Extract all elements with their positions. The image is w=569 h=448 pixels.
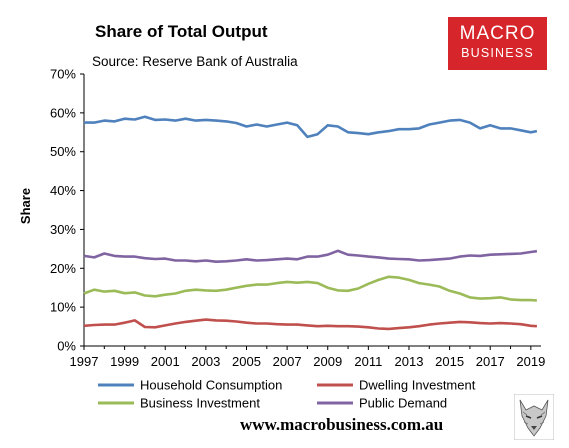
logo-line-2: BUSINESS [461,46,534,60]
chart-title: Share of Total Output [95,22,268,41]
x-tick-label: 2009 [313,354,342,369]
series-line-household-consumption [84,115,538,139]
x-tick-label: 2017 [476,354,505,369]
series-line-public-demand [83,249,538,263]
y-tick-label: 50% [50,144,76,159]
legend-label-dwelling-investment: Dwelling Investment [359,378,476,393]
footer-url: www.macrobusiness.com.au [240,415,444,434]
x-tick-label: 2011 [354,354,382,369]
chart-legend: Household Consumption Dwelling Investment… [98,378,476,411]
legend-label-public-demand: Public Demand [359,396,447,411]
x-tick-label: 1999 [110,354,139,369]
x-tick-label: 2007 [273,354,302,369]
y-tick-label: 10% [50,300,76,315]
macrobusiness-logo: MACRO BUSINESS [448,17,547,70]
series-line-dwelling-investment [83,318,537,331]
x-tick-label: 1997 [70,354,99,369]
wolf-logo-icon [514,394,554,440]
x-tick-label: 2015 [435,354,464,369]
x-tick-label: 2003 [191,354,220,369]
chart-source: Source: Reserve Bank of Australia [92,54,298,69]
y-tick-label: 0% [57,339,76,354]
series-line-business-investment [83,275,537,302]
chart-axes [80,73,541,350]
y-tick-label: 40% [50,183,76,198]
y-tick-label: 20% [50,261,76,276]
y-tick-label: 60% [50,105,76,120]
x-axis-tick-labels: 1997 1999 2001 2003 2005 2007 2009 2011 2013 2015… [70,354,546,369]
y-axis-tick-labels: 0% 10% 20% 30% 40% 50% 60% 70% [50,67,76,354]
y-tick-label: 70% [50,67,76,82]
chart-series [83,115,538,331]
legend-label-business-investment: Business Investment [140,396,260,411]
x-tick-label: 2001 [151,354,180,369]
x-tick-label: 2013 [395,354,424,369]
y-axis-label: Share [18,188,33,224]
y-tick-label: 30% [50,222,76,237]
x-tick-label: 2019 [516,354,545,369]
logo-line-1: MACRO [459,23,536,44]
legend-label-household-consumption: Household Consumption [140,378,282,393]
x-tick-label: 2005 [232,354,261,369]
